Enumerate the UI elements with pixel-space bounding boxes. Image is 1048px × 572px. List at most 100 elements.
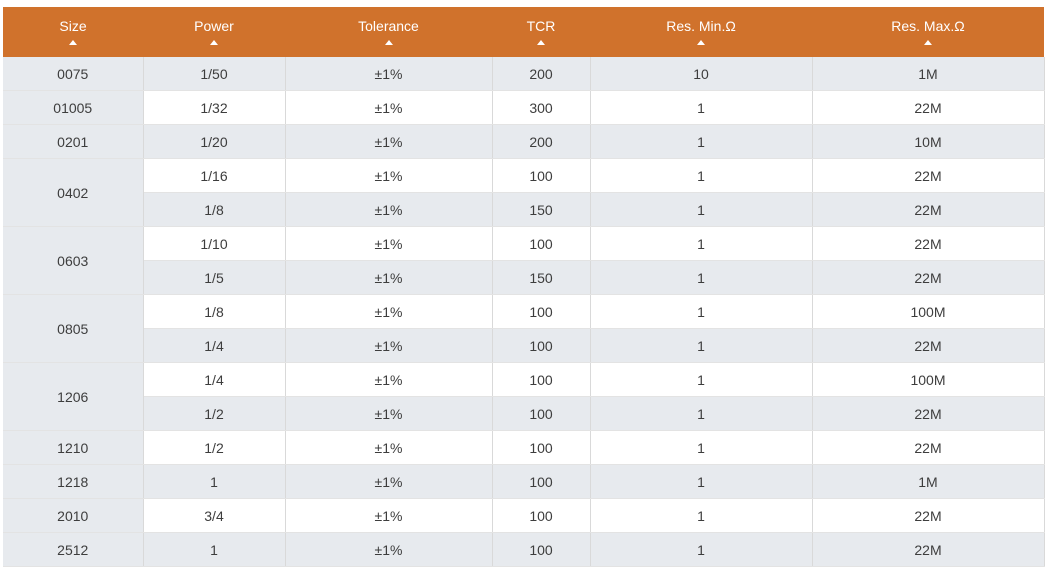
cell-power: 1 bbox=[143, 532, 286, 567]
table-row: 1/8 ±1% 150 1 22M bbox=[3, 192, 1045, 227]
col-header-tolerance[interactable]: Tolerance bbox=[285, 7, 492, 57]
col-header-label: Res. Min.Ω bbox=[666, 18, 736, 34]
table-row: 01005 1/32 ±1% 300 1 22M bbox=[3, 90, 1045, 125]
cell-tcr: 150 bbox=[492, 260, 591, 295]
table-row: 0603 1/10 ±1% 100 1 22M bbox=[3, 226, 1045, 295]
table-row: 0201 1/20 ±1% 200 1 10M bbox=[3, 124, 1045, 159]
cell-res-max: 22M bbox=[812, 430, 1045, 465]
col-header-label: Power bbox=[194, 18, 234, 34]
sort-asc-icon bbox=[384, 40, 393, 45]
cell-power: 1/2 bbox=[143, 396, 286, 431]
cell-res-min: 1 bbox=[590, 226, 813, 261]
cell-res-min: 1 bbox=[590, 90, 813, 125]
cell-tcr: 100 bbox=[492, 362, 591, 397]
col-header-tcr[interactable]: TCR bbox=[492, 7, 590, 57]
cell-res-min: 1 bbox=[590, 396, 813, 431]
cell-power: 1/32 bbox=[143, 90, 286, 125]
cell-tolerance: ±1% bbox=[285, 192, 493, 227]
table-row: 0402 1/16 ±1% 100 1 22M bbox=[3, 158, 1045, 227]
cell-size: 2010 bbox=[3, 498, 144, 533]
sort-asc-icon bbox=[924, 40, 932, 45]
cell-tolerance: ±1% bbox=[285, 226, 493, 261]
cell-tolerance: ±1% bbox=[285, 260, 493, 295]
cell-tcr: 100 bbox=[492, 532, 591, 567]
cell-res-max: 22M bbox=[812, 226, 1045, 261]
col-header-label: Tolerance bbox=[358, 18, 419, 34]
col-header-label: Size bbox=[59, 18, 87, 34]
table-row: 1/4 ±1% 100 1 22M bbox=[3, 328, 1045, 363]
cell-tolerance: ±1% bbox=[285, 90, 493, 125]
col-header-power[interactable]: Power bbox=[143, 7, 285, 57]
cell-tolerance: ±1% bbox=[285, 124, 493, 159]
cell-size: 2512 bbox=[3, 532, 144, 567]
table-row: 1/2 ±1% 100 1 22M bbox=[3, 396, 1045, 431]
cell-res-min: 1 bbox=[590, 498, 813, 533]
cell-res-min: 1 bbox=[590, 192, 813, 227]
cell-res-max: 22M bbox=[812, 192, 1045, 227]
cell-power: 1/8 bbox=[143, 192, 286, 227]
col-header-label: TCR bbox=[526, 18, 556, 34]
cell-res-max: 1M bbox=[812, 464, 1045, 499]
table-row: 0805 1/8 ±1% 100 1 100M bbox=[3, 294, 1045, 363]
cell-res-min: 1 bbox=[590, 124, 813, 159]
table-row: 1218 1 ±1% 100 1 1M bbox=[3, 464, 1045, 499]
cell-size: 0603 bbox=[3, 226, 144, 295]
header-row: Size Power Tolerance TCR Res. Min.Ω Res.… bbox=[3, 7, 1044, 57]
cell-power: 1/20 bbox=[143, 124, 286, 159]
cell-power: 1/16 bbox=[143, 158, 286, 193]
col-header-res-min[interactable]: Res. Min.Ω bbox=[590, 7, 812, 57]
cell-power: 1/8 bbox=[143, 294, 286, 329]
cell-res-min: 1 bbox=[590, 260, 813, 295]
col-header-size[interactable]: Size bbox=[3, 7, 143, 57]
col-header-label: Res. Max.Ω bbox=[891, 18, 965, 34]
cell-res-min: 1 bbox=[590, 532, 813, 567]
cell-size: 0402 bbox=[3, 158, 144, 227]
cell-tolerance: ±1% bbox=[285, 362, 493, 397]
cell-size: 01005 bbox=[3, 90, 144, 125]
table-row: 2010 3/4 ±1% 100 1 22M bbox=[3, 498, 1045, 533]
cell-res-min: 1 bbox=[590, 362, 813, 397]
cell-res-min: 1 bbox=[590, 328, 813, 363]
cell-power: 1/4 bbox=[143, 362, 286, 397]
cell-tcr: 100 bbox=[492, 158, 591, 193]
cell-tolerance: ±1% bbox=[285, 430, 493, 465]
resistor-spec-table: Size Power Tolerance TCR Res. Min.Ω Res.… bbox=[3, 7, 1045, 567]
cell-power: 1/50 bbox=[143, 57, 286, 91]
cell-tcr: 100 bbox=[492, 396, 591, 431]
cell-tolerance: ±1% bbox=[285, 532, 493, 567]
cell-tolerance: ±1% bbox=[285, 396, 493, 431]
cell-tolerance: ±1% bbox=[285, 328, 493, 363]
cell-res-min: 1 bbox=[590, 430, 813, 465]
cell-res-max: 22M bbox=[812, 532, 1045, 567]
cell-res-max: 22M bbox=[812, 260, 1045, 295]
table-row: 1206 1/4 ±1% 100 1 100M bbox=[3, 362, 1045, 431]
cell-tcr: 100 bbox=[492, 498, 591, 533]
cell-tcr: 200 bbox=[492, 124, 591, 159]
cell-power: 1/4 bbox=[143, 328, 286, 363]
col-header-res-max[interactable]: Res. Max.Ω bbox=[812, 7, 1044, 57]
cell-tolerance: ±1% bbox=[285, 294, 493, 329]
sort-asc-icon bbox=[210, 40, 218, 45]
cell-tcr: 150 bbox=[492, 192, 591, 227]
cell-res-min: 1 bbox=[590, 158, 813, 193]
table-row: 2512 1 ±1% 100 1 22M bbox=[3, 532, 1045, 567]
cell-res-max: 1M bbox=[812, 57, 1045, 91]
sort-asc-icon bbox=[697, 40, 705, 45]
cell-power: 1 bbox=[143, 464, 286, 499]
cell-tcr: 100 bbox=[492, 464, 591, 499]
cell-res-max: 100M bbox=[812, 362, 1045, 397]
cell-res-max: 22M bbox=[812, 498, 1045, 533]
cell-size: 1210 bbox=[3, 430, 144, 465]
cell-tcr: 100 bbox=[492, 226, 591, 261]
cell-size: 0805 bbox=[3, 294, 144, 363]
cell-power: 1/10 bbox=[143, 226, 286, 261]
cell-power: 3/4 bbox=[143, 498, 286, 533]
cell-res-max: 10M bbox=[812, 124, 1045, 159]
sort-asc-icon bbox=[537, 40, 545, 45]
table-row: 1210 1/2 ±1% 100 1 22M bbox=[3, 430, 1045, 465]
cell-tolerance: ±1% bbox=[285, 57, 493, 91]
cell-tolerance: ±1% bbox=[285, 158, 493, 193]
cell-res-max: 22M bbox=[812, 328, 1045, 363]
cell-res-max: 22M bbox=[812, 158, 1045, 193]
cell-tcr: 100 bbox=[492, 328, 591, 363]
